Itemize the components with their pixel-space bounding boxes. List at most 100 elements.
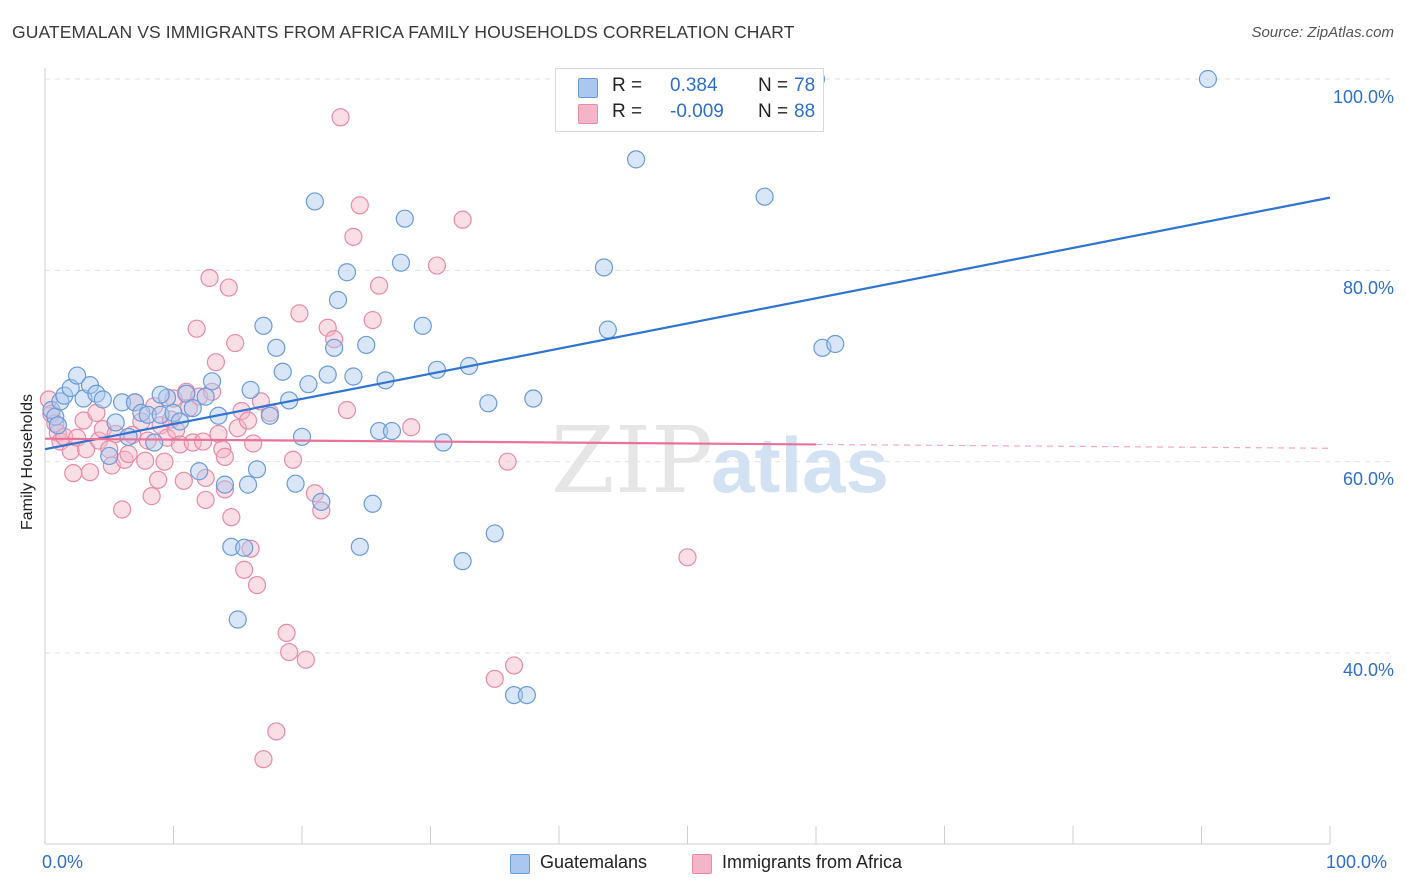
guatemalan-point — [344, 367, 363, 386]
africa-point — [39, 390, 58, 409]
guatemalan-point — [318, 365, 337, 384]
africa-point — [112, 500, 132, 519]
africa-point — [344, 227, 363, 246]
pink-swatch-icon — [578, 104, 598, 124]
africa-point — [155, 452, 174, 471]
watermark-atlas: atlas — [711, 421, 889, 509]
africa-point — [283, 450, 303, 469]
legend-label: Guatemalans — [540, 852, 648, 872]
n-label: N = — [758, 75, 789, 96]
guatemalan-point — [235, 538, 254, 557]
guatemalan-point — [391, 253, 411, 272]
y-tick-label: 80.0% — [1342, 278, 1394, 298]
guatemalan-point — [292, 427, 312, 446]
africa-point — [148, 470, 168, 489]
africa-point — [244, 434, 263, 453]
africa-point — [193, 432, 213, 451]
r-value: 0.384 — [670, 75, 718, 96]
guatemalan-point — [238, 475, 258, 494]
africa-point — [80, 463, 100, 482]
africa-point — [485, 669, 504, 688]
y-tick-label: 60.0% — [1342, 469, 1394, 489]
africa-point — [196, 490, 215, 510]
stats-legend: R = 0.384 N = 78 R = -0.009 N = 88 — [555, 68, 824, 132]
africa-point — [678, 548, 697, 567]
guatemalan-point — [485, 524, 504, 543]
africa-point — [238, 411, 258, 430]
africa-point — [254, 750, 273, 769]
africa-point — [206, 353, 226, 372]
africa-point — [453, 210, 472, 229]
guatemalan-point — [413, 316, 432, 335]
series-guatemalans — [42, 69, 1218, 705]
africa-point — [226, 333, 245, 353]
guatemalan-point — [598, 320, 617, 339]
guatemalan-point — [138, 405, 157, 424]
africa-point — [187, 319, 206, 338]
guatemalan-point — [273, 362, 292, 381]
africa-point — [64, 464, 83, 483]
africa-trendline-extension — [815, 443, 1331, 449]
legend-label: Immigrants from Africa — [722, 852, 903, 872]
guatemalan-point — [299, 375, 318, 394]
africa-point — [498, 452, 517, 471]
guatemalan-point — [305, 192, 324, 211]
africa-point — [290, 304, 309, 323]
guatemalan-point — [183, 398, 202, 418]
n-label: N = — [758, 101, 789, 122]
africa-point — [196, 468, 215, 488]
guatemalan-point — [151, 385, 170, 404]
africa-point — [215, 480, 234, 499]
guatemalan-point — [524, 389, 543, 408]
guatemalan-point — [755, 187, 774, 206]
africa-point — [370, 276, 389, 295]
africa-point — [241, 539, 260, 558]
guatemalan-point — [132, 403, 151, 422]
africa-point — [402, 418, 421, 437]
guatemalan-point — [357, 335, 376, 355]
y-tick-label: 100.0% — [1332, 87, 1394, 107]
africa-point — [331, 108, 350, 127]
guatemalan-point — [395, 209, 414, 228]
watermark: ZIP atlas — [551, 407, 889, 514]
n-value: 78 — [794, 75, 816, 96]
guatemalan-point — [479, 394, 498, 413]
guatemalan-point — [1198, 69, 1218, 89]
guatemalan-point — [370, 421, 389, 441]
blue-swatch-icon — [510, 854, 530, 874]
blue-swatch-icon — [578, 78, 598, 98]
guatemalan-point — [190, 462, 209, 481]
guatemalan-point — [453, 552, 472, 571]
watermark-zip: ZIP — [551, 407, 713, 514]
guatemalan-point — [626, 150, 646, 169]
africa-point — [142, 487, 161, 506]
africa-point — [277, 623, 296, 643]
guatemalan-point — [260, 406, 279, 425]
guatemalan-point — [202, 372, 222, 391]
series-immigrants-from-africa — [39, 108, 697, 769]
pink-swatch-icon — [692, 854, 712, 874]
guatemalan-point — [48, 416, 67, 435]
axes — [44, 68, 1331, 845]
guatemalan-point — [826, 334, 845, 354]
africa-point — [136, 451, 155, 470]
guatemalan-point — [106, 413, 125, 432]
r-value: -0.009 — [670, 101, 724, 122]
y-tick-label: 40.0% — [1342, 660, 1394, 680]
africa-trendline — [44, 437, 817, 446]
guatemalan-point — [254, 316, 273, 335]
guatemalan-point — [241, 380, 260, 400]
chart-title: GUATEMALAN VS IMMIGRANTS FROM AFRICA FAM… — [12, 22, 795, 42]
n-value: 88 — [794, 101, 816, 122]
guatemalan-point — [350, 537, 369, 556]
africa-point — [247, 575, 267, 595]
guatemalan-point — [196, 387, 215, 406]
africa-point — [228, 419, 247, 438]
guatemalan-point — [112, 393, 132, 412]
africa-point — [209, 424, 228, 444]
guatemalan-point — [93, 390, 112, 409]
trendlines — [44, 196, 1331, 451]
africa-point — [200, 268, 219, 288]
r-label: R = — [612, 101, 643, 122]
